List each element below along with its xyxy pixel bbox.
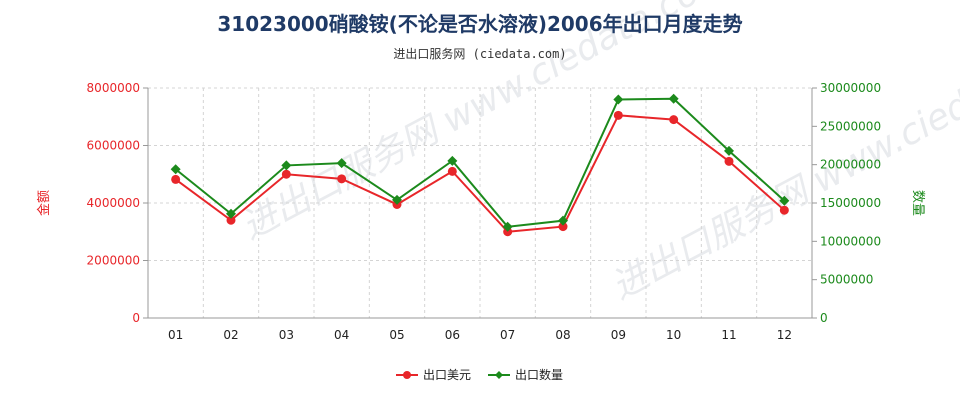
y-axis-label-left: 金额 xyxy=(36,190,52,216)
data-point xyxy=(558,215,568,226)
left-tick-label: 8000000 xyxy=(87,81,140,95)
chart-subtitle: 进出口服务网 (ciedata.com) xyxy=(393,46,566,61)
left-tick-label: 0 xyxy=(132,311,140,325)
data-point xyxy=(281,169,291,179)
series-line xyxy=(175,114,785,233)
data-point xyxy=(779,195,790,206)
data-point xyxy=(226,215,236,225)
data-point xyxy=(281,160,292,171)
legend: 出口美元 出口数量 xyxy=(396,367,563,382)
watermark-2: 进出口服务网 www.ciedata.com xyxy=(605,15,960,308)
x-tick-label: 12 xyxy=(777,328,792,342)
legend-swatch-marker xyxy=(495,371,503,379)
legend-item-2: 出口数量 xyxy=(488,367,563,382)
x-tick-label: 08 xyxy=(555,328,570,342)
left-tick-label: 6000000 xyxy=(87,139,140,153)
left-axis-ticks: 0 2000000 4000000 6000000 8000000 xyxy=(87,81,148,325)
x-tick-label: 09 xyxy=(611,328,626,342)
data-point xyxy=(170,164,181,175)
data-point xyxy=(724,145,734,156)
data-point xyxy=(668,93,679,104)
series-1 xyxy=(171,110,789,237)
data-point xyxy=(447,166,457,176)
right-tick-label: 5000000 xyxy=(820,273,873,287)
legend-label: 出口数量 xyxy=(515,367,563,382)
right-tick-label: 30000000 xyxy=(820,81,881,95)
x-tick-label: 02 xyxy=(223,328,238,342)
series-line xyxy=(175,97,786,228)
data-point xyxy=(724,156,734,166)
data-point xyxy=(447,155,458,166)
data-point xyxy=(502,221,513,232)
x-tick-label: 06 xyxy=(445,328,460,342)
data-point xyxy=(779,205,789,215)
series-2 xyxy=(170,93,790,232)
x-tick-label: 07 xyxy=(500,328,515,342)
data-point xyxy=(669,115,679,125)
left-tick-label: 2000000 xyxy=(87,254,140,268)
series-layer xyxy=(170,93,790,237)
right-tick-label: 25000000 xyxy=(820,119,881,133)
data-point xyxy=(226,208,236,219)
x-tick-label: 01 xyxy=(168,328,183,342)
watermark: 进出口服务网 www.ciedata.com xyxy=(235,0,737,248)
data-point xyxy=(613,94,624,105)
legend-label: 出口美元 xyxy=(423,368,471,382)
data-point xyxy=(613,110,623,120)
data-point xyxy=(558,222,568,232)
legend-swatch-marker xyxy=(403,371,411,379)
data-point xyxy=(171,174,181,184)
right-axis-ticks: 0 5000000 10000000 15000000 20000000 25000000… xyxy=(812,81,881,325)
legend-item-1: 出口美元 xyxy=(396,368,471,382)
x-tick-label: 04 xyxy=(334,328,349,342)
data-point xyxy=(336,158,347,169)
right-tick-label: 10000000 xyxy=(820,234,881,248)
right-tick-label: 0 xyxy=(820,311,828,325)
x-tick-label: 05 xyxy=(389,328,404,342)
x-tick-label: 03 xyxy=(279,328,294,342)
x-axis-ticks: 01 02 03 04 05 06 07 08 09 10 11 12 xyxy=(168,328,792,342)
x-tick-label: 11 xyxy=(721,328,736,342)
x-tick-label: 10 xyxy=(666,328,681,342)
y-axis-label-right: 数量 xyxy=(910,190,925,216)
data-point xyxy=(392,194,402,205)
data-point xyxy=(337,174,347,184)
right-tick-label: 20000000 xyxy=(820,158,881,172)
right-tick-label: 15000000 xyxy=(820,196,881,210)
chart-title: 31023000硝酸铵(不论是否水溶液)2006年出口月度走势 xyxy=(217,12,742,36)
left-tick-label: 4000000 xyxy=(87,196,140,210)
